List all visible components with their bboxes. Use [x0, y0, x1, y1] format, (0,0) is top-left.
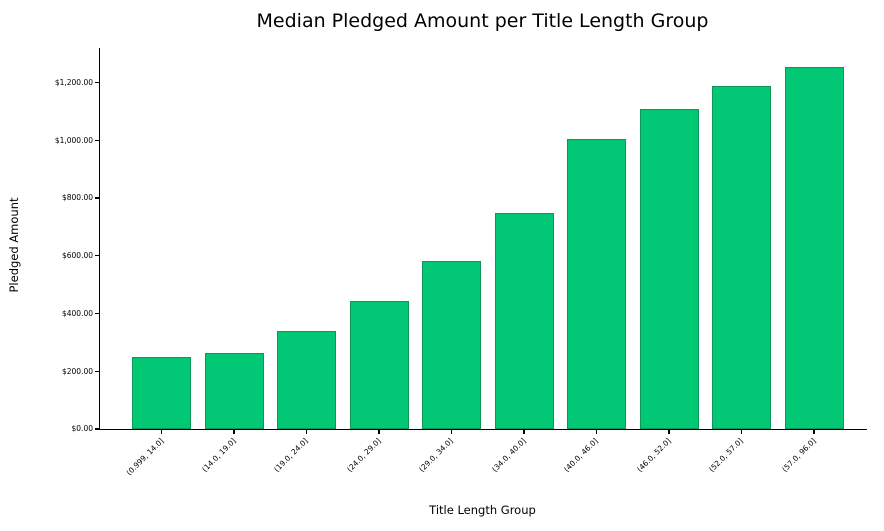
bar [494, 213, 554, 429]
x-tick-label: (14.0, 19.0] [200, 436, 238, 474]
y-tick-mark [94, 255, 99, 257]
x-tick-label: (24.0, 29.0] [345, 436, 383, 474]
x-tick-mark [305, 430, 308, 435]
x-tick-mark [233, 430, 235, 435]
x-tick-label: (57.0, 96.0] [780, 436, 818, 474]
y-tick-label: $200.00 [61, 366, 93, 376]
y-tick-label: $600.00 [61, 251, 93, 261]
x-tick-label: (19.0, 24.0] [272, 436, 311, 474]
bar [639, 109, 699, 429]
y-tick-label: $1,200.00 [54, 77, 93, 87]
chart-title: Median Pledged Amount per Title Length G… [256, 10, 709, 32]
x-tick-label: (40.0, 46.0] [562, 436, 601, 474]
x-tick-mark [160, 430, 163, 435]
x-tick-label: (34.0, 40.0] [490, 436, 528, 474]
bar [132, 356, 191, 429]
x-tick-label: (0.999, 14.0] [124, 436, 166, 478]
y-tick-mark [94, 428, 99, 430]
y-tick-mark [94, 197, 99, 199]
bar [349, 301, 409, 429]
x-tick-mark [523, 430, 525, 435]
x-tick-label: (52.0, 57.0] [707, 436, 746, 474]
x-axis-label: Title Length Group [429, 503, 536, 517]
y-tick-label: $400.00 [61, 308, 93, 318]
bar [567, 138, 626, 429]
x-tick-mark [813, 430, 815, 435]
y-tick-mark [94, 82, 99, 84]
y-axis-label: Pledged Amount [7, 197, 21, 293]
y-tick-label: $0.00 [71, 424, 93, 434]
y-tick-mark [94, 370, 99, 372]
bar [204, 353, 264, 429]
bar [422, 261, 481, 429]
x-tick-mark [740, 430, 743, 435]
bar [277, 330, 336, 429]
bar [712, 85, 771, 429]
y-tick-mark [94, 139, 99, 141]
x-tick-mark [668, 430, 670, 435]
x-tick-mark [378, 430, 380, 435]
x-tick-mark [450, 430, 453, 435]
bar [784, 67, 844, 429]
x-tick-mark [595, 430, 598, 435]
y-tick-label: $1,000.00 [54, 135, 93, 145]
y-tick-mark [94, 312, 99, 315]
x-tick-label: (46.0, 52.0] [635, 436, 673, 474]
x-tick-label: (29.0, 34.0] [417, 436, 456, 474]
y-tick-label: $800.00 [61, 193, 93, 203]
plot-area: $0.00 $200.00 $400.00 $600.00 $800.00 $1,000.… [55, 48, 867, 477]
